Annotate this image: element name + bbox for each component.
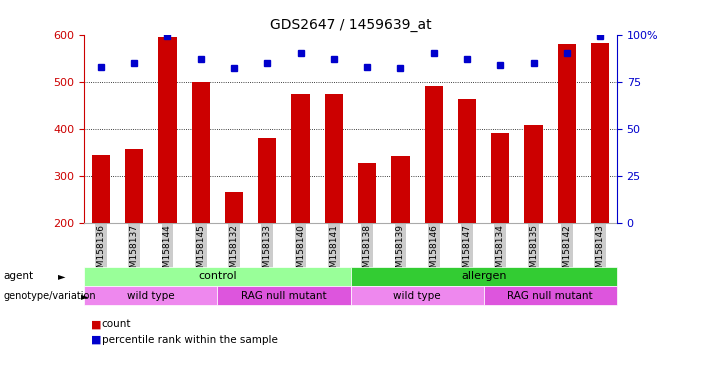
Bar	[358, 162, 376, 223]
Text: percentile rank within the sample: percentile rank within the sample	[102, 335, 278, 345]
Text: ►: ►	[57, 271, 65, 281]
Bar	[391, 156, 409, 223]
Text: allergen: allergen	[461, 271, 506, 281]
Text: ■: ■	[91, 335, 102, 345]
Bar	[458, 99, 476, 223]
Text: wild type: wild type	[127, 291, 175, 301]
Bar	[524, 125, 543, 223]
Bar	[125, 149, 143, 223]
Text: ►: ►	[81, 291, 88, 301]
Title: GDS2647 / 1459639_at: GDS2647 / 1459639_at	[270, 18, 431, 32]
Bar	[92, 154, 110, 223]
Bar	[425, 86, 443, 223]
Bar	[491, 133, 510, 223]
Text: control: control	[198, 271, 237, 281]
Bar	[191, 82, 210, 223]
Bar	[591, 43, 609, 223]
Text: agent: agent	[4, 271, 34, 281]
Bar	[558, 44, 576, 223]
Bar	[325, 94, 343, 223]
Text: ■: ■	[91, 319, 102, 329]
Bar	[225, 192, 243, 223]
Text: RAG null mutant: RAG null mutant	[241, 291, 327, 301]
Bar	[158, 37, 177, 223]
Bar	[292, 94, 310, 223]
Text: genotype/variation: genotype/variation	[4, 291, 96, 301]
Bar	[258, 138, 276, 223]
Text: count: count	[102, 319, 131, 329]
Text: RAG null mutant: RAG null mutant	[508, 291, 593, 301]
Text: wild type: wild type	[393, 291, 441, 301]
